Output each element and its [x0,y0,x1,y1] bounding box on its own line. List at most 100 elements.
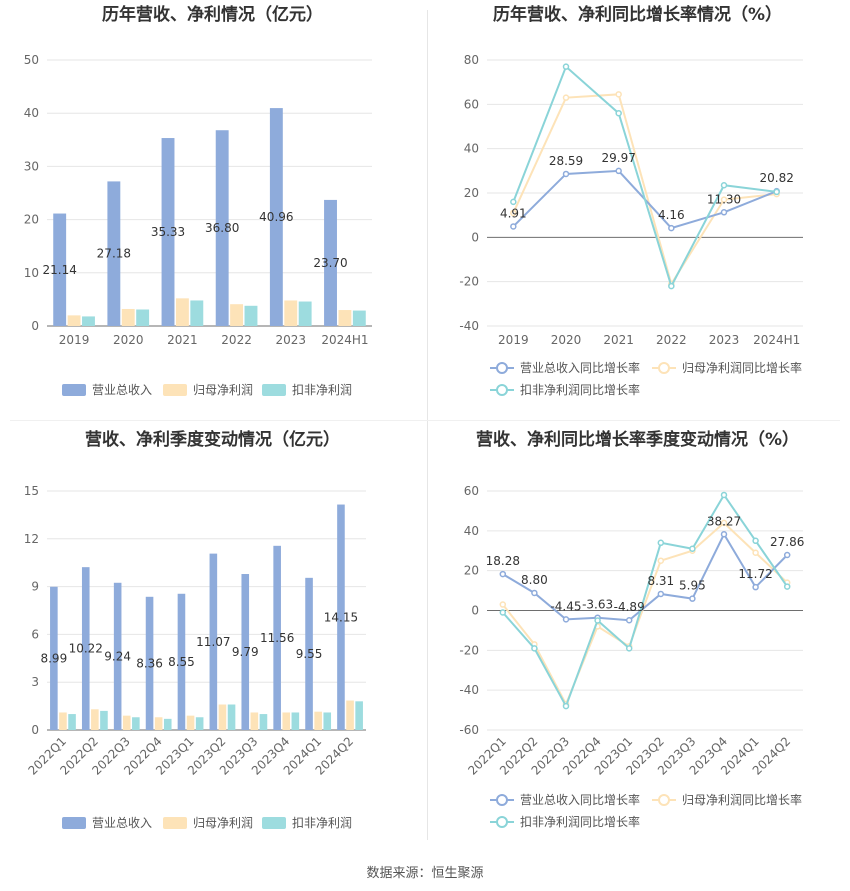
data-label: 9.24 [104,649,131,663]
data-label: 27.86 [770,535,804,549]
quarterly-growth-rate-chart: 营收、净利同比增长率季度变动情况（%） -60 -40 -20 0 20 40 60 2022Q… [425,425,850,855]
data-label: 11.07 [196,635,230,649]
series-point [668,224,675,232]
x-tick-label: 2021 [167,333,198,347]
series-point [562,702,570,710]
bar-deducted-profit [291,712,300,730]
bar-revenue [53,213,67,326]
data-label: 8.99 [40,651,67,665]
y-tick-label: 10 [24,266,39,280]
series-line-revenue [502,532,788,622]
series-point [510,223,517,230]
y-tick-label: 50 [24,53,39,67]
series-point [531,645,538,652]
series-point [594,617,601,624]
bar-deducted-profit [136,309,150,326]
bar-parent-profit [121,308,135,326]
x-tick-label: 2023 [275,333,306,347]
legend-swatch [163,384,187,396]
legend-label: 扣非净利润 [292,816,352,830]
annual-bar-chart-svg: 历年营收、净利情况（亿元） 0 10 20 30 40 50 2019 2020 2021 2022… [24,4,372,397]
bar-parent-profit [122,715,131,730]
chart-title: 营收、净利同比增长率季度变动情况（%） [476,429,799,450]
data-label: -3.63 [582,598,613,612]
x-tick-label: 2019 [498,333,529,347]
bar-revenue [337,504,345,730]
series-line-parent-profit [512,93,777,287]
panel-divider-horizontal [10,420,840,421]
y-tick-label: 40 [24,106,39,120]
series-point [615,167,622,175]
y-tick-label: 15 [24,484,39,498]
legend-swatch [62,817,86,829]
data-label: 18.28 [486,554,520,568]
x-tick-label: 2024H1 [753,333,800,347]
series-point [562,94,570,101]
bar-deducted-profit [190,300,204,326]
x-tick-label: 2021 [603,333,634,347]
y-tick-label: -60 [459,723,479,737]
series-point [499,609,507,616]
data-label: 28.59 [549,154,583,168]
legend-marker [496,384,508,396]
bar-revenue [305,577,313,730]
series-point [625,616,633,624]
y-tick-label: 3 [31,675,39,689]
series-point [720,531,728,538]
data-label: -4.89 [614,600,645,614]
bar-revenue [324,199,337,326]
bar-deducted-profit [355,701,363,730]
bar-parent-profit [67,315,81,326]
series-point [720,181,728,189]
series-point [562,63,570,70]
annual-growth-rate-chart: 历年营收、净利同比增长率情况（%） -40 -20 0 20 40 60 80 2019 2020… [425,0,850,410]
data-label: 4.91 [500,206,527,220]
y-tick-label: -40 [459,683,479,697]
data-label: 35.33 [151,225,185,239]
chart-title: 历年营收、净利情况（亿元） [102,4,323,25]
data-label: 9.79 [232,645,259,659]
panel-divider-vertical [427,10,428,840]
legend-label: 营业总收入 [92,816,152,830]
y-tick-label: 0 [471,230,479,244]
data-label: -4.45 [550,599,581,613]
y-tick-label: 12 [24,532,39,546]
legend-label: 归母净利润同比增长率 [682,792,802,807]
series-point [783,583,791,590]
data-label: 8.80 [521,573,548,587]
series-point [499,570,507,578]
bar-revenue [241,574,250,730]
series-point [720,519,728,527]
data-label: 11.72 [738,567,772,581]
series-point [615,91,622,98]
legend-marker [658,362,670,374]
data-label: 5.95 [679,579,706,593]
series-line-deducted-profit [512,64,777,289]
y-tick-label: 0 [471,604,479,618]
bar-revenue [215,130,229,326]
y-tick-label: 60 [464,484,479,498]
series-point [615,109,622,117]
data-label: 23.70 [313,256,347,270]
legend-marker [496,794,508,806]
series-point [752,537,759,545]
bar-deducted-profit [352,310,366,326]
y-tick-label: 0 [31,723,39,737]
bar-revenue [177,593,186,730]
x-tick-label: 2023 [709,333,740,347]
bar-deducted-profit [82,316,95,326]
bar-deducted-profit [100,710,108,730]
legend-swatch [262,384,286,396]
data-label: 10.22 [69,642,103,656]
legend-label: 扣非净利润同比增长率 [520,814,640,829]
x-tick-label: 2019 [59,333,90,347]
series-point [531,589,538,597]
y-tick-label: 80 [464,53,479,67]
legend-label: 营业总收入 [92,383,152,397]
data-source-note: 数据来源：恒生聚源 [366,866,484,881]
x-tick-label: 2024H1 [321,333,368,347]
series-point [783,551,791,559]
bar-parent-profit [284,300,298,326]
bar-deducted-profit [132,717,140,730]
y-tick-label: -20 [459,643,479,657]
